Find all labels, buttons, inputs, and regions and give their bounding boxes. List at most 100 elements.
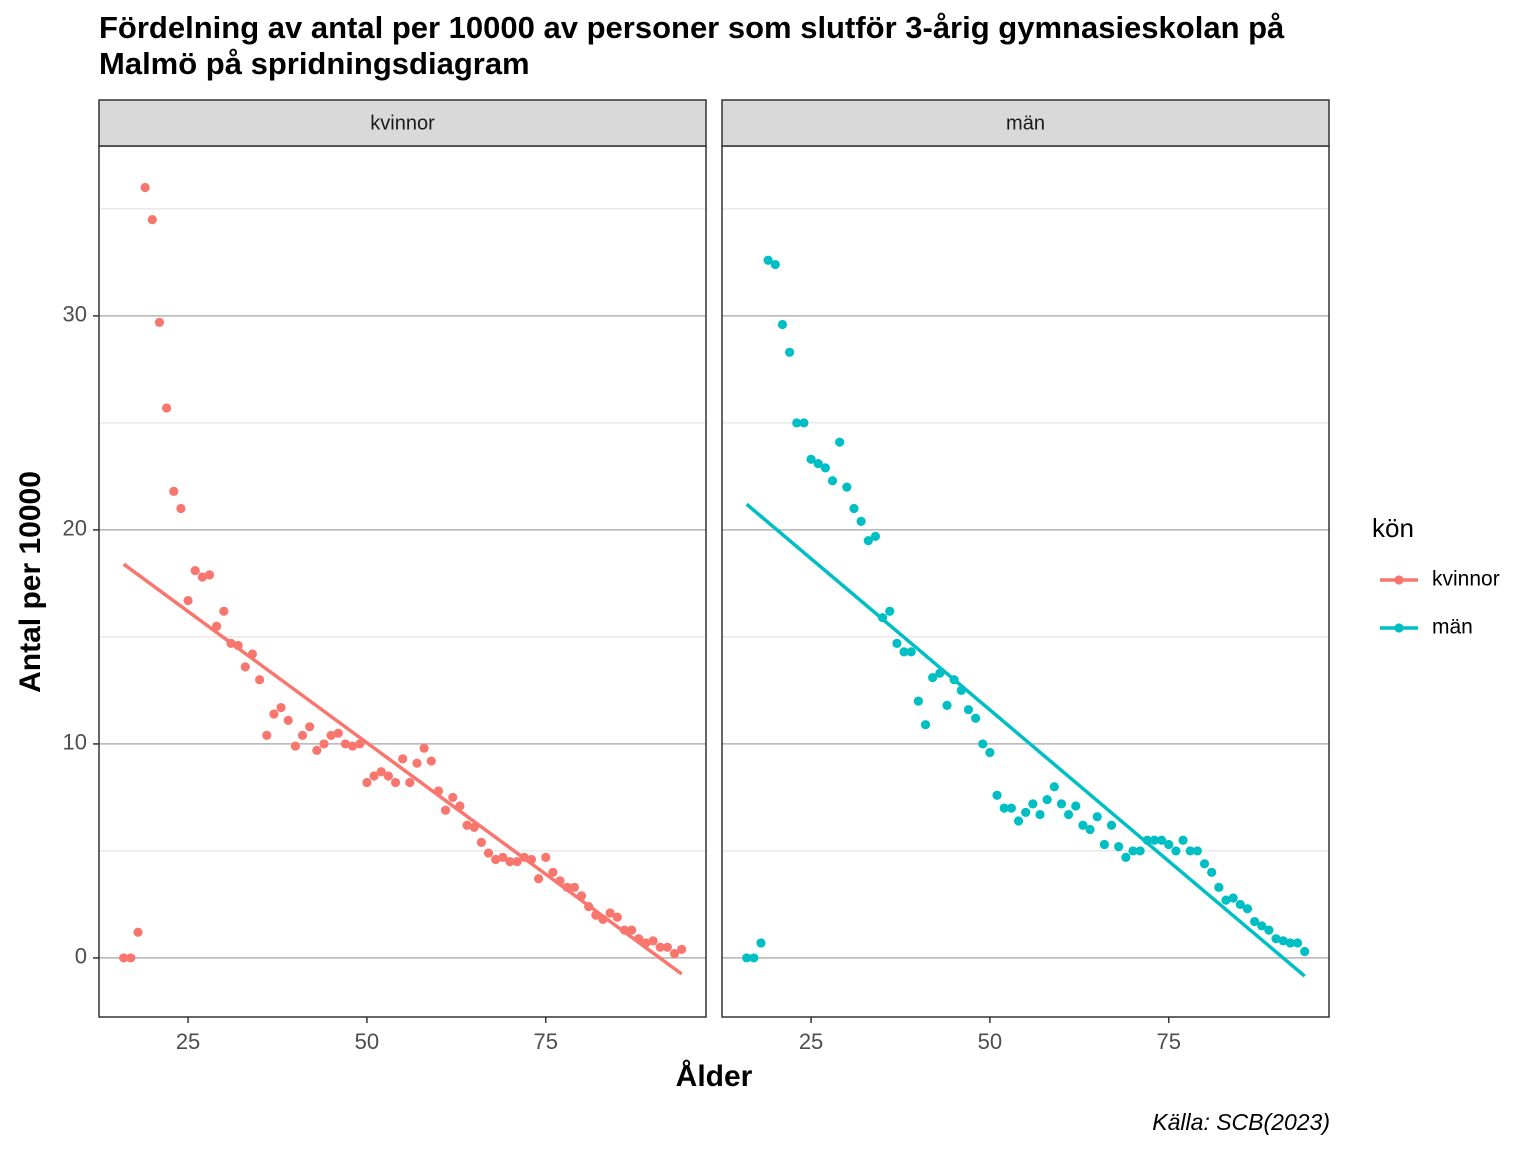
point: [1250, 916, 1260, 927]
point: [348, 741, 358, 751]
point: [219, 606, 229, 616]
point: [383, 771, 393, 781]
point: [369, 771, 379, 781]
point: [297, 730, 308, 740]
x-tick-label: 75: [1157, 1029, 1181, 1054]
point: [283, 715, 293, 725]
point: [498, 852, 508, 862]
point: [1099, 839, 1109, 850]
legend-label: kvinnor: [1432, 568, 1500, 591]
point: [147, 215, 157, 225]
point: [669, 949, 680, 959]
point: [806, 454, 816, 464]
y-tick-label: 30: [63, 302, 87, 327]
facet-strip: [98, 99, 707, 147]
point: [398, 754, 408, 764]
point: [1207, 867, 1217, 877]
point: [512, 857, 522, 867]
point: [1257, 921, 1267, 931]
point: [777, 319, 788, 330]
point: [441, 805, 451, 815]
point: [785, 347, 795, 357]
point: [362, 777, 372, 788]
point: [1135, 846, 1145, 856]
point: [1013, 816, 1024, 826]
point: [1292, 938, 1303, 948]
point: [1157, 835, 1167, 845]
point: [1056, 799, 1067, 809]
point: [770, 259, 780, 270]
point: [126, 953, 136, 963]
point: [154, 317, 165, 327]
point: [799, 418, 809, 428]
point: [1049, 782, 1059, 792]
point: [176, 503, 186, 514]
point: [827, 476, 838, 486]
point: [1192, 846, 1202, 856]
point: [1006, 803, 1016, 813]
x-tick-label: 25: [799, 1029, 823, 1054]
point: [340, 739, 351, 749]
point: [899, 647, 909, 657]
point: [476, 837, 486, 847]
point: [190, 565, 200, 576]
point: [655, 942, 665, 952]
point: [133, 927, 143, 937]
point: [1264, 925, 1274, 935]
panel-background: [99, 146, 706, 1017]
point: [483, 848, 494, 858]
point: [677, 944, 687, 954]
point: [1121, 852, 1131, 862]
point: [1235, 899, 1245, 910]
facet-strip: [721, 99, 1330, 147]
point: [842, 482, 852, 492]
y-axis-title: Antal per 10000: [14, 471, 47, 693]
point: [119, 953, 129, 963]
point: [426, 756, 436, 766]
legend-key-point: [1394, 575, 1404, 585]
point: [749, 953, 759, 963]
point: [255, 675, 265, 685]
panel-background: [722, 146, 1329, 1017]
chart-title: Fördelning av antal per 10000 av persone…: [99, 10, 1285, 81]
point: [290, 741, 300, 751]
point: [763, 255, 773, 265]
legend-key-point: [1394, 623, 1404, 633]
point: [870, 531, 881, 541]
point: [269, 709, 279, 719]
y-tick-label: 10: [63, 730, 87, 755]
point: [333, 728, 343, 738]
point: [863, 536, 873, 546]
point: [262, 730, 272, 740]
point: [1185, 846, 1195, 856]
point: [1106, 820, 1117, 830]
point: [648, 936, 658, 946]
point: [169, 486, 179, 497]
point: [971, 713, 981, 723]
y-tick-label: 20: [63, 516, 87, 541]
point: [742, 953, 752, 963]
point: [326, 730, 336, 740]
point: [305, 722, 315, 732]
point: [1285, 938, 1295, 948]
point: [978, 739, 988, 749]
point: [913, 696, 923, 706]
facet-label: kvinnor: [370, 112, 435, 134]
point: [505, 857, 515, 867]
point: [462, 820, 472, 830]
point: [1092, 812, 1102, 822]
point: [1199, 859, 1210, 869]
point: [1021, 807, 1031, 818]
point: [541, 852, 551, 862]
point: [162, 403, 172, 413]
point: [662, 942, 672, 952]
point: [963, 705, 974, 715]
legend-label: män: [1432, 616, 1473, 639]
point: [1278, 936, 1288, 946]
point: [212, 621, 222, 631]
point: [1085, 824, 1095, 835]
point: [856, 516, 866, 526]
point: [448, 792, 458, 803]
